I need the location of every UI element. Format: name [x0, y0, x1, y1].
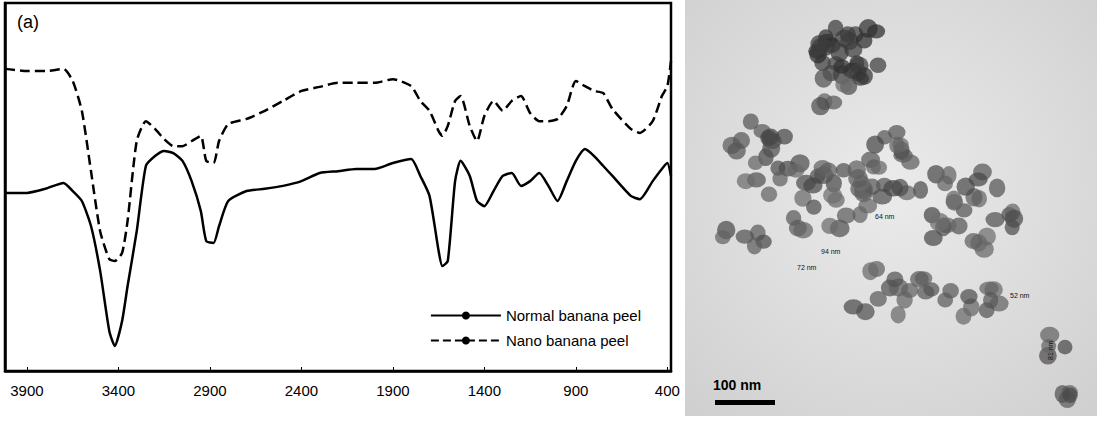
svg-text:64 nm: 64 nm: [875, 213, 895, 220]
svg-text:3400: 3400: [102, 382, 135, 399]
svg-text:52 nm: 52 nm: [1010, 292, 1030, 299]
svg-text:2900: 2900: [193, 382, 226, 399]
svg-text:Normal banana peel: Normal banana peel: [506, 307, 641, 324]
svg-text:900: 900: [563, 382, 588, 399]
svg-text:72 nm: 72 nm: [797, 264, 817, 271]
svg-text:Nano banana peel: Nano banana peel: [506, 332, 629, 349]
svg-text:1400: 1400: [468, 382, 501, 399]
svg-text:81 nm: 81 nm: [1047, 340, 1054, 360]
svg-text:3900: 3900: [10, 382, 43, 399]
svg-text:2400: 2400: [285, 382, 318, 399]
svg-text:400: 400: [655, 382, 680, 399]
svg-text:(a): (a): [17, 12, 39, 32]
svg-text:100 nm: 100 nm: [713, 377, 761, 393]
svg-text:1900: 1900: [376, 382, 409, 399]
svg-text:94 nm: 94 nm: [821, 248, 841, 255]
